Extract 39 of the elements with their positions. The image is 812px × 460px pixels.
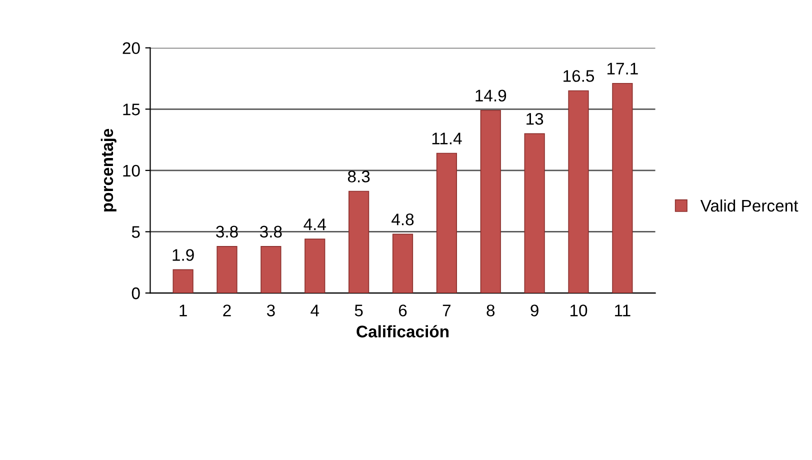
x-tick-label: 11 [615,304,630,316]
x-tick-label: 4 [310,304,320,316]
bar [260,246,282,294]
data-label: 4.4 [304,218,326,230]
data-label: 16.5 [564,70,594,82]
x-tick-label: 10 [570,304,588,316]
x-axis-title: Calificación [356,325,448,338]
bar [172,269,194,294]
y-tick-label: 15 [123,104,140,116]
data-label: 13 [526,113,544,125]
x-tick-label: 9 [530,304,538,316]
x-tick-label: 3 [266,304,275,316]
bar [392,234,414,294]
bar [436,152,457,294]
bar [348,190,370,294]
data-label: 4.8 [392,214,414,226]
bar [304,238,326,294]
y-axis-title: porcentaje [100,128,116,212]
y-tick-label: 5 [132,226,140,238]
data-label: 11.4 [432,132,462,144]
x-tick-label: 5 [354,304,363,316]
data-label: 1.9 [172,249,194,261]
x-tick-label: 7 [442,304,450,316]
x-tick-label: 1 [180,304,187,316]
data-label: 8.3 [348,170,370,182]
bar [568,90,589,294]
bar [612,82,633,294]
bar [216,246,238,294]
bar [524,133,545,294]
y-tick-label: 20 [122,42,140,54]
legend-label: Valid Percent [700,199,798,212]
bar [480,110,501,294]
x-tick-label: 6 [398,304,407,316]
x-tick-label: 8 [486,304,495,316]
data-label: 14.9 [476,90,506,102]
y-tick-label: 0 [132,287,140,300]
x-tick-label: 2 [223,304,231,316]
data-label: 17.1 [607,62,638,74]
y-tick-label: 10 [123,164,140,177]
